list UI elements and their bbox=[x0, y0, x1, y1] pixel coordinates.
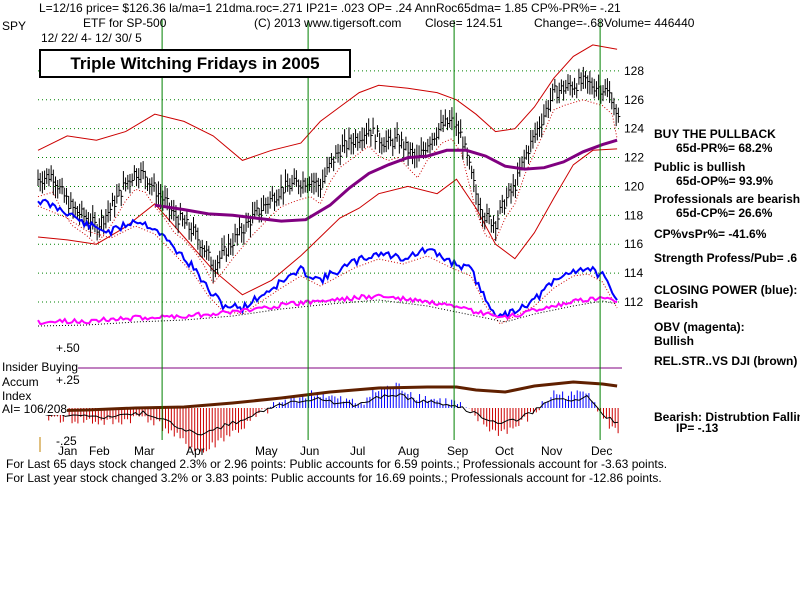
accum-label: Accum bbox=[2, 375, 39, 389]
witching-layer bbox=[39, 20, 601, 452]
close-value: Close= 124.51 bbox=[425, 16, 503, 30]
month-label: Apr bbox=[186, 444, 205, 458]
ai-label: AI= 106/208 bbox=[2, 402, 68, 416]
ticker-label: SPY bbox=[2, 19, 27, 33]
month-label: Sep bbox=[447, 444, 469, 458]
copyright: (C) 2013 www.tigersoft.com bbox=[254, 16, 402, 30]
etf-label: ETF for SP-500 bbox=[83, 16, 167, 30]
obv-ma-line bbox=[37, 299, 618, 327]
obv-label: OBV (magenta): bbox=[654, 320, 745, 334]
bearish-label: Bearish: Distrubtion Falling bbox=[654, 410, 800, 424]
public-bullish: Public is bullish bbox=[654, 160, 746, 174]
insider-buying-label: Insider Buying bbox=[2, 360, 79, 374]
price-layer bbox=[37, 66, 621, 283]
cpvspr-value: CP%vsPr%= -41.6% bbox=[654, 227, 767, 241]
y-tick-label: 124 bbox=[624, 122, 644, 136]
month-label: Jan bbox=[58, 444, 78, 458]
minus25-label: -.25 bbox=[56, 434, 77, 448]
closing-power-line bbox=[37, 198, 618, 321]
footer-line2: For Last year stock changed 3.2% or 3.83… bbox=[6, 471, 662, 485]
y-tick-label: 116 bbox=[624, 237, 643, 251]
plus25-label: +.25 bbox=[56, 373, 80, 387]
y-tick-label: 112 bbox=[624, 295, 643, 309]
y-tick-label: 118 bbox=[624, 208, 643, 222]
month-label: Jun bbox=[300, 444, 320, 458]
plus50-label: +.50 bbox=[56, 341, 80, 355]
ma65-line bbox=[154, 138, 618, 223]
closing-power-value: Bearish bbox=[654, 297, 699, 311]
indicator-layer bbox=[37, 138, 618, 327]
index-label: Index bbox=[2, 389, 32, 403]
y-tick-label: 120 bbox=[624, 179, 644, 193]
rel-strength-line bbox=[37, 380, 618, 413]
month-label: Dec bbox=[591, 444, 613, 458]
date-range: 12/ 22/ 4- 12/ 30/ 5 bbox=[41, 31, 142, 45]
obv-value: Bullish bbox=[654, 334, 695, 348]
footer-line1: For Last 65 days stock changed 2.3% or 2… bbox=[6, 457, 668, 471]
month-label: Feb bbox=[89, 444, 110, 458]
change-value: Change=-.68 bbox=[534, 16, 604, 30]
y-tick-label: 122 bbox=[624, 151, 644, 165]
pr-value: 65d-PR%= 68.2% bbox=[676, 141, 773, 155]
closing-power-label: CLOSING POWER (blue): bbox=[654, 283, 798, 297]
month-label: Nov bbox=[541, 444, 563, 458]
pros-bearish: Professionals are bearish bbox=[654, 192, 800, 206]
rel-str-label: REL.STR..VS DJI (brown) bbox=[654, 354, 798, 368]
month-label: Aug bbox=[398, 444, 420, 458]
lower-band-line bbox=[37, 148, 618, 296]
month-label: Mar bbox=[134, 444, 155, 458]
upper-band-line bbox=[37, 44, 618, 161]
buy-pullback: BUY THE PULLBACK bbox=[654, 127, 776, 141]
y-tick-label: 126 bbox=[624, 93, 644, 107]
strength-value: Strength Profess/Pub= .6 bbox=[654, 251, 798, 265]
obv-line bbox=[37, 293, 618, 326]
cp-value: 65d-CP%= 26.6% bbox=[676, 206, 773, 220]
header-line1: L=12/16 price= $126.36 la/ma=1 21dma.roc… bbox=[39, 1, 621, 15]
y-tick-label: 128 bbox=[624, 64, 644, 78]
accum-layer bbox=[37, 367, 622, 453]
month-label: Jul bbox=[350, 444, 366, 458]
ma21-line bbox=[37, 99, 618, 285]
op-value: 65d-OP%= 93.9% bbox=[676, 174, 774, 188]
month-label: Oct bbox=[495, 444, 514, 458]
ip-value: IP= -.13 bbox=[676, 421, 719, 435]
volume-value: Volume= 446440 bbox=[604, 16, 695, 30]
chart-title: Triple Witching Fridays in 2005 bbox=[39, 49, 351, 78]
month-label: May bbox=[255, 444, 278, 458]
accum-oscillator-line bbox=[37, 393, 619, 436]
ytick-layer: 112 114 116 118 120 122 124 126 128 bbox=[624, 64, 644, 309]
y-tick-label: 114 bbox=[624, 266, 643, 280]
band-layer bbox=[37, 44, 618, 296]
